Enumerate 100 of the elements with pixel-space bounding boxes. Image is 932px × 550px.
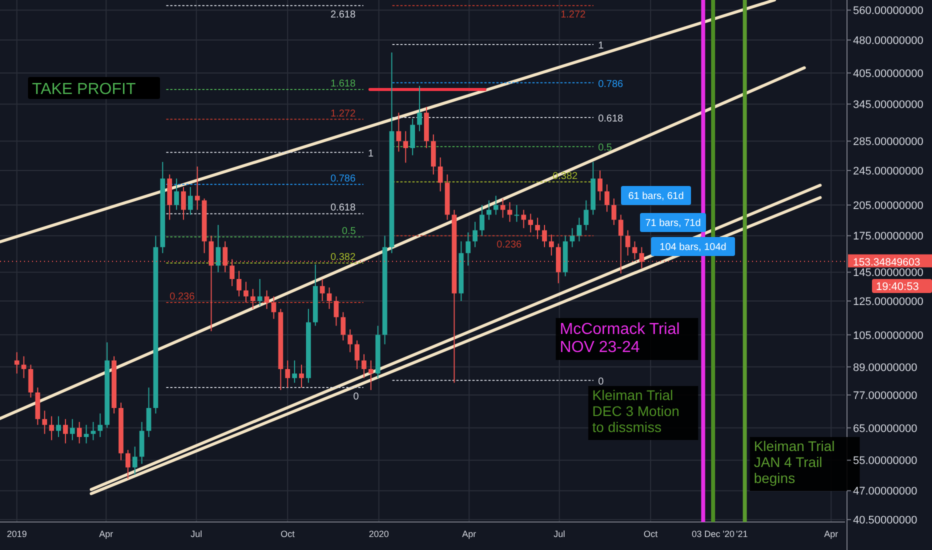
candlestick <box>90 421 96 441</box>
x-tick-label: 2019 <box>6 529 27 539</box>
x-tick-label: '21 <box>736 529 748 539</box>
series-label: 1 <box>368 148 374 160</box>
x-tick-label: Apr <box>99 529 114 539</box>
candlestick <box>28 364 34 398</box>
x-tick-label: Oct <box>644 529 658 539</box>
candlestick <box>396 112 402 152</box>
candlestick <box>549 234 554 256</box>
candlestick <box>334 296 339 326</box>
candlestick <box>14 352 20 374</box>
y-tick-label: 480.00000000 <box>853 35 924 48</box>
candlestick <box>21 356 26 379</box>
candlestick <box>194 166 200 210</box>
candlestick <box>257 278 262 306</box>
candlestick <box>632 240 638 260</box>
candlestick <box>146 387 152 438</box>
y-tick-label: 175.00000000 <box>853 230 924 243</box>
y-tick-label: 55.00000000 <box>853 455 918 468</box>
candlestick <box>528 213 534 233</box>
y-tick-label: 40.50000000 <box>853 514 918 527</box>
candlestick <box>542 224 547 248</box>
x-tick-label: 2020 <box>368 529 389 539</box>
candlestick <box>348 328 353 353</box>
candlestick <box>403 130 408 164</box>
x-tick-label: 03 Dec '20 <box>692 529 734 539</box>
x-tick-label: Apr <box>462 529 476 539</box>
candlestick <box>500 198 506 218</box>
candlestick <box>535 217 540 240</box>
y-tick-label: 89.00000000 <box>853 362 918 374</box>
candlestick <box>244 281 248 304</box>
x-tick-label: Jul <box>554 529 566 539</box>
series-label: 0 <box>598 376 604 388</box>
candlestick <box>598 170 602 201</box>
y-tick-label: 145.00000000 <box>853 267 924 280</box>
candlestick <box>63 418 68 444</box>
annotation: TAKE PROFIT <box>32 80 136 98</box>
series-label: 1.272 <box>560 10 586 21</box>
annotation: 61 bars, 61d <box>628 191 684 202</box>
candlestick <box>236 270 242 297</box>
series-label: 0.618 <box>598 113 624 124</box>
series-label: 0.786 <box>598 78 624 90</box>
series-label: 1 <box>598 40 604 52</box>
candlestick <box>271 296 276 320</box>
candlestick <box>576 217 582 242</box>
candlestick <box>174 178 179 210</box>
candlestick <box>466 232 471 266</box>
candlestick <box>340 312 346 341</box>
candlestick <box>417 85 422 132</box>
y-tick-label: 47.00000000 <box>853 486 918 498</box>
y-tick-label: 125.00000000 <box>853 296 924 308</box>
candlestick <box>264 290 270 310</box>
candlestick <box>472 221 478 248</box>
series-label: 0.786 <box>330 173 356 184</box>
ref-line-label: 153.34849603 <box>853 256 920 268</box>
y-tick-label: 345.00000000 <box>853 99 924 112</box>
candlestick <box>70 418 75 441</box>
candlestick <box>299 364 304 388</box>
y-tick-label: 77.00000000 <box>853 390 918 402</box>
series-label: 0.236 <box>496 240 522 251</box>
candlestick <box>326 287 332 310</box>
series-label: 0.382 <box>330 252 356 264</box>
candlestick <box>250 288 256 310</box>
candlestick <box>56 416 61 438</box>
series-label: 0.5 <box>342 226 356 237</box>
x-tick-label: Apr <box>824 529 838 539</box>
y-tick-label: 65.00000000 <box>853 422 918 435</box>
candlestick <box>42 410 48 434</box>
series-label: 0.5 <box>598 142 612 154</box>
y-tick-label: 285.00000000 <box>853 136 924 148</box>
y-tick-label: 205.00000000 <box>853 200 924 212</box>
candlestick <box>514 204 520 222</box>
annotation: 104 bars, 104d <box>660 242 726 254</box>
series-label: 0 <box>353 392 360 403</box>
x-tick-label: Oct <box>280 529 296 539</box>
x-tick-label: Jul <box>190 529 202 539</box>
candlestick <box>611 198 616 226</box>
candlestick <box>570 228 575 248</box>
candlestick <box>188 186 193 216</box>
annotation: 71 bars, 71d <box>645 218 701 230</box>
y-tick-label: 105.00000000 <box>853 330 924 342</box>
candlestick <box>354 340 360 370</box>
series-label: 2.618 <box>330 10 356 21</box>
candlestick <box>521 209 526 229</box>
series-label: 0.618 <box>330 202 356 214</box>
candlestick <box>438 156 443 192</box>
candlestick <box>292 360 297 384</box>
candlestick <box>362 354 366 379</box>
y-tick-label: 405.00000000 <box>853 68 924 80</box>
candlestick <box>98 412 103 438</box>
candlestick <box>493 195 498 216</box>
candlestick <box>486 200 492 220</box>
ref-line-label: McCormack Trial NOV 23-24 <box>560 321 680 356</box>
y-tick-label: 245.00000000 <box>853 165 924 178</box>
series-label: 1.618 <box>330 78 356 90</box>
candlestick <box>49 416 54 441</box>
candlestick <box>76 421 82 444</box>
candlestick <box>181 186 186 220</box>
candlestick <box>584 200 589 231</box>
ref-line-label: Kleiman Trial JAN 4 Trail begins <box>754 438 835 486</box>
